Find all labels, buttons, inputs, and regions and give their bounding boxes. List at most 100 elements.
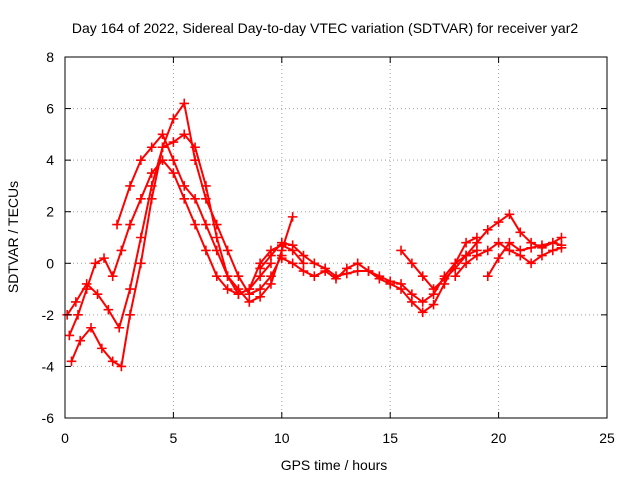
series-line xyxy=(400,213,563,291)
data-point xyxy=(136,155,146,165)
data-point xyxy=(385,279,395,289)
x-tick-label: 10 xyxy=(274,430,290,446)
x-tick-label: 5 xyxy=(170,430,178,446)
data-point xyxy=(201,245,211,256)
data-point xyxy=(222,245,233,256)
series-8 xyxy=(450,237,567,281)
data-point xyxy=(107,271,118,281)
data-point xyxy=(168,137,179,147)
y-tick-label: 0 xyxy=(46,255,54,271)
data-point xyxy=(407,258,417,269)
data-point xyxy=(211,245,222,256)
data-point xyxy=(515,227,526,238)
data-point xyxy=(277,245,287,256)
series-line xyxy=(66,133,305,329)
y-tick-label: -2 xyxy=(42,307,55,323)
x-tick-label: 0 xyxy=(61,430,69,446)
data-point xyxy=(255,292,265,302)
data-point xyxy=(461,250,471,261)
data-point xyxy=(233,284,244,294)
data-point xyxy=(211,232,222,243)
series-3 xyxy=(64,155,276,341)
data-point xyxy=(66,356,77,367)
y-tick-label: 6 xyxy=(46,101,54,117)
data-point xyxy=(439,273,450,284)
data-point xyxy=(146,142,157,153)
data-point xyxy=(493,217,504,227)
data-point xyxy=(99,253,109,263)
data-point xyxy=(86,322,96,333)
data-point xyxy=(146,194,157,204)
series-7 xyxy=(396,209,567,294)
x-tick-label: 15 xyxy=(382,430,398,446)
data-point xyxy=(136,258,146,269)
data-point xyxy=(211,219,222,230)
data-point xyxy=(504,209,515,220)
y-axis-label: SDTVAR / TECUs xyxy=(5,181,21,293)
data-point xyxy=(73,310,83,320)
data-point xyxy=(428,299,439,310)
data-point xyxy=(450,263,461,274)
data-point xyxy=(515,245,526,256)
data-point xyxy=(342,263,352,274)
data-point xyxy=(504,237,515,248)
data-point xyxy=(168,168,179,178)
data-point xyxy=(125,219,135,230)
series-6 xyxy=(277,232,482,318)
data-point xyxy=(190,194,200,204)
data-point xyxy=(526,258,536,269)
data-point xyxy=(112,219,122,230)
data-point xyxy=(417,271,428,281)
data-point xyxy=(190,155,200,165)
data-point xyxy=(244,297,255,307)
data-point xyxy=(114,322,124,333)
data-point xyxy=(428,284,439,294)
plot-frame xyxy=(64,56,608,419)
y-tick-label: -6 xyxy=(42,410,55,426)
data-point xyxy=(461,258,471,269)
series-line xyxy=(68,159,272,337)
data-point xyxy=(320,266,330,276)
data-point xyxy=(407,289,417,300)
data-point xyxy=(287,212,298,222)
data-point xyxy=(157,142,168,153)
axis-ticks: 0 5 10 15 20 25 -6 -4 -2 0 2 4 6 8 xyxy=(42,49,615,446)
data-point xyxy=(179,98,190,109)
data-point xyxy=(556,232,567,243)
data-point xyxy=(266,250,276,261)
data-point xyxy=(136,194,146,204)
x-tick-label: 25 xyxy=(599,430,615,446)
data-point xyxy=(482,224,493,235)
y-tick-label: 2 xyxy=(46,204,54,220)
data-point xyxy=(417,297,428,307)
data-point xyxy=(179,181,190,191)
data-point xyxy=(125,284,135,294)
y-tick-label: -4 xyxy=(42,358,55,374)
chart-title: Day 164 of 2022, Sidereal Day-to-day VTE… xyxy=(72,20,578,36)
data-point xyxy=(482,245,493,256)
data-point xyxy=(179,129,190,140)
data-point xyxy=(493,237,504,248)
data-point xyxy=(255,284,265,294)
series-2 xyxy=(66,98,287,372)
data-point xyxy=(255,263,265,274)
data-point xyxy=(363,266,374,276)
data-point xyxy=(168,114,179,124)
data-point xyxy=(157,129,168,140)
data-point xyxy=(146,168,157,178)
data-point xyxy=(92,289,103,300)
data-point xyxy=(461,237,471,248)
data-point xyxy=(64,330,75,341)
series-9 xyxy=(482,237,567,281)
grid xyxy=(65,57,607,418)
data-point xyxy=(298,266,309,276)
data-point xyxy=(222,271,233,281)
x-tick-label: 20 xyxy=(491,430,507,446)
data-point xyxy=(526,243,536,253)
data-point xyxy=(244,284,255,294)
data-point xyxy=(493,253,504,263)
x-axis-label: GPS time / hours xyxy=(281,457,388,473)
data-point xyxy=(255,271,265,281)
data-point xyxy=(352,258,363,269)
